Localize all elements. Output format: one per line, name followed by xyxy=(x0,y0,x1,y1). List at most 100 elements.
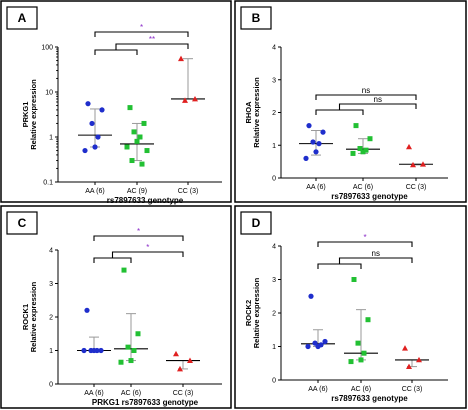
y-tick-label: 4 xyxy=(272,45,276,52)
x-tick-label: AC (9) xyxy=(127,188,147,195)
significance-label: ns xyxy=(372,249,380,258)
panel-letter-box xyxy=(240,211,272,235)
y-axis-title-gene: ROCK2 xyxy=(244,300,253,326)
y-axis-title: Relative expression xyxy=(252,277,261,348)
data-point-square xyxy=(351,277,357,282)
y-tick-label: 10 xyxy=(45,90,53,97)
data-point-triangle xyxy=(178,55,184,62)
panel-d: D 0 1 2 3 4 ROCK2 Relative expression AA (6) AC (… xyxy=(234,205,467,409)
data-point-circle xyxy=(303,155,309,161)
data-point-circle xyxy=(85,101,91,107)
significance-label: ** xyxy=(149,35,155,44)
data-point-triangle xyxy=(416,356,422,363)
data-point-circle xyxy=(92,144,98,150)
significance-bracket xyxy=(338,103,417,110)
data-point-square xyxy=(131,129,137,135)
data-point-triangle xyxy=(177,365,183,372)
panel-border xyxy=(0,205,232,409)
y-tick-label: 0 xyxy=(272,176,276,183)
y-tick-label: 1 xyxy=(49,348,53,355)
panel-letter: A xyxy=(18,11,27,25)
data-point-square xyxy=(129,158,135,164)
data-point-square xyxy=(367,136,373,142)
data-point-circle xyxy=(306,123,312,129)
data-point-square xyxy=(121,267,127,273)
data-point-square xyxy=(141,120,147,126)
y-tick-label: 1 xyxy=(272,143,276,150)
data-point-square xyxy=(365,317,371,323)
significance-bracket xyxy=(338,257,413,264)
significance-bracket xyxy=(115,43,189,50)
x-axis-title: PRKG1 rs7897633 genotype xyxy=(92,398,199,407)
data-point-circle xyxy=(82,147,88,154)
data-point-circle xyxy=(315,343,321,350)
data-point-square xyxy=(131,348,137,353)
significance-bracket xyxy=(111,251,184,258)
panel-letter: C xyxy=(18,216,27,230)
data-point-circle xyxy=(305,343,311,350)
x-tick-label: CC (3) xyxy=(178,188,199,195)
data-point-square xyxy=(137,134,143,140)
y-axis-title-gene: RHOA xyxy=(244,101,253,124)
data-point-circle xyxy=(95,134,101,140)
data-point-circle xyxy=(313,149,319,155)
data-point-triangle xyxy=(182,97,188,103)
data-point-circle xyxy=(310,139,316,145)
y-tick-label: 0 xyxy=(272,378,276,385)
data-point-square xyxy=(350,150,356,156)
panel-letter: D xyxy=(252,216,261,230)
y-tick-label: 0 xyxy=(49,382,53,389)
data-point-triangle xyxy=(406,143,412,150)
significance-label: * xyxy=(140,23,143,32)
data-point-triangle xyxy=(402,345,408,351)
y-tick-label: 0.1 xyxy=(43,180,53,187)
significance-bracket xyxy=(315,94,417,100)
significance-group-bracket xyxy=(94,49,138,55)
significance-bracket xyxy=(317,241,413,247)
data-point-square xyxy=(361,350,367,356)
panel-letter: B xyxy=(252,11,261,25)
y-tick-label: 4 xyxy=(49,248,53,255)
data-point-triangle xyxy=(406,363,412,369)
data-point-circle xyxy=(98,347,104,354)
data-point-circle xyxy=(312,340,318,346)
panel-letter-box xyxy=(240,6,272,30)
x-tick-label: AA (6) xyxy=(84,390,103,397)
data-point-square xyxy=(128,358,134,364)
x-tick-label: AA (6) xyxy=(306,184,325,191)
y-axis-title: Relative expression xyxy=(29,281,38,352)
data-point-triangle xyxy=(192,95,198,102)
data-point-circle xyxy=(99,107,105,113)
data-point-square xyxy=(135,331,141,337)
significance-group-bracket xyxy=(93,257,132,263)
data-point-circle xyxy=(91,347,97,354)
data-point-circle xyxy=(322,338,328,345)
y-tick-label: 2 xyxy=(49,315,53,322)
x-axis-title: rs7897633 genotype xyxy=(331,394,408,403)
data-point-square xyxy=(134,138,140,144)
panel-border xyxy=(234,0,467,203)
significance-label: * xyxy=(363,233,366,242)
panel-letter-box xyxy=(6,6,38,30)
y-tick-label: 1 xyxy=(272,344,276,351)
x-tick-label: CC (3) xyxy=(402,386,423,393)
y-tick-label: 2 xyxy=(272,311,276,318)
data-point-circle xyxy=(89,120,95,127)
data-point-triangle xyxy=(173,350,179,357)
significance-label: ns xyxy=(374,95,382,104)
data-point-circle xyxy=(84,307,90,313)
data-point-square xyxy=(355,340,361,346)
y-tick-label: 4 xyxy=(272,244,276,251)
data-point-square xyxy=(127,105,133,111)
significance-group-bracket xyxy=(317,263,362,269)
y-tick-label: 3 xyxy=(272,77,276,84)
x-tick-label: CC (3) xyxy=(406,184,427,191)
y-axis-title-gene: PRKG1 xyxy=(21,102,30,128)
data-point-square xyxy=(144,148,150,154)
panel-a: A 0.1 1 10 100 PRKG1 Relative expression AA (6)… xyxy=(0,0,232,205)
panel-c: C 0 1 2 3 4 ROCK1 Relative expression AA (6) AC (… xyxy=(0,205,232,409)
y-tick-label: 3 xyxy=(272,277,276,284)
data-point-square xyxy=(125,344,131,350)
data-point-circle xyxy=(316,141,322,147)
